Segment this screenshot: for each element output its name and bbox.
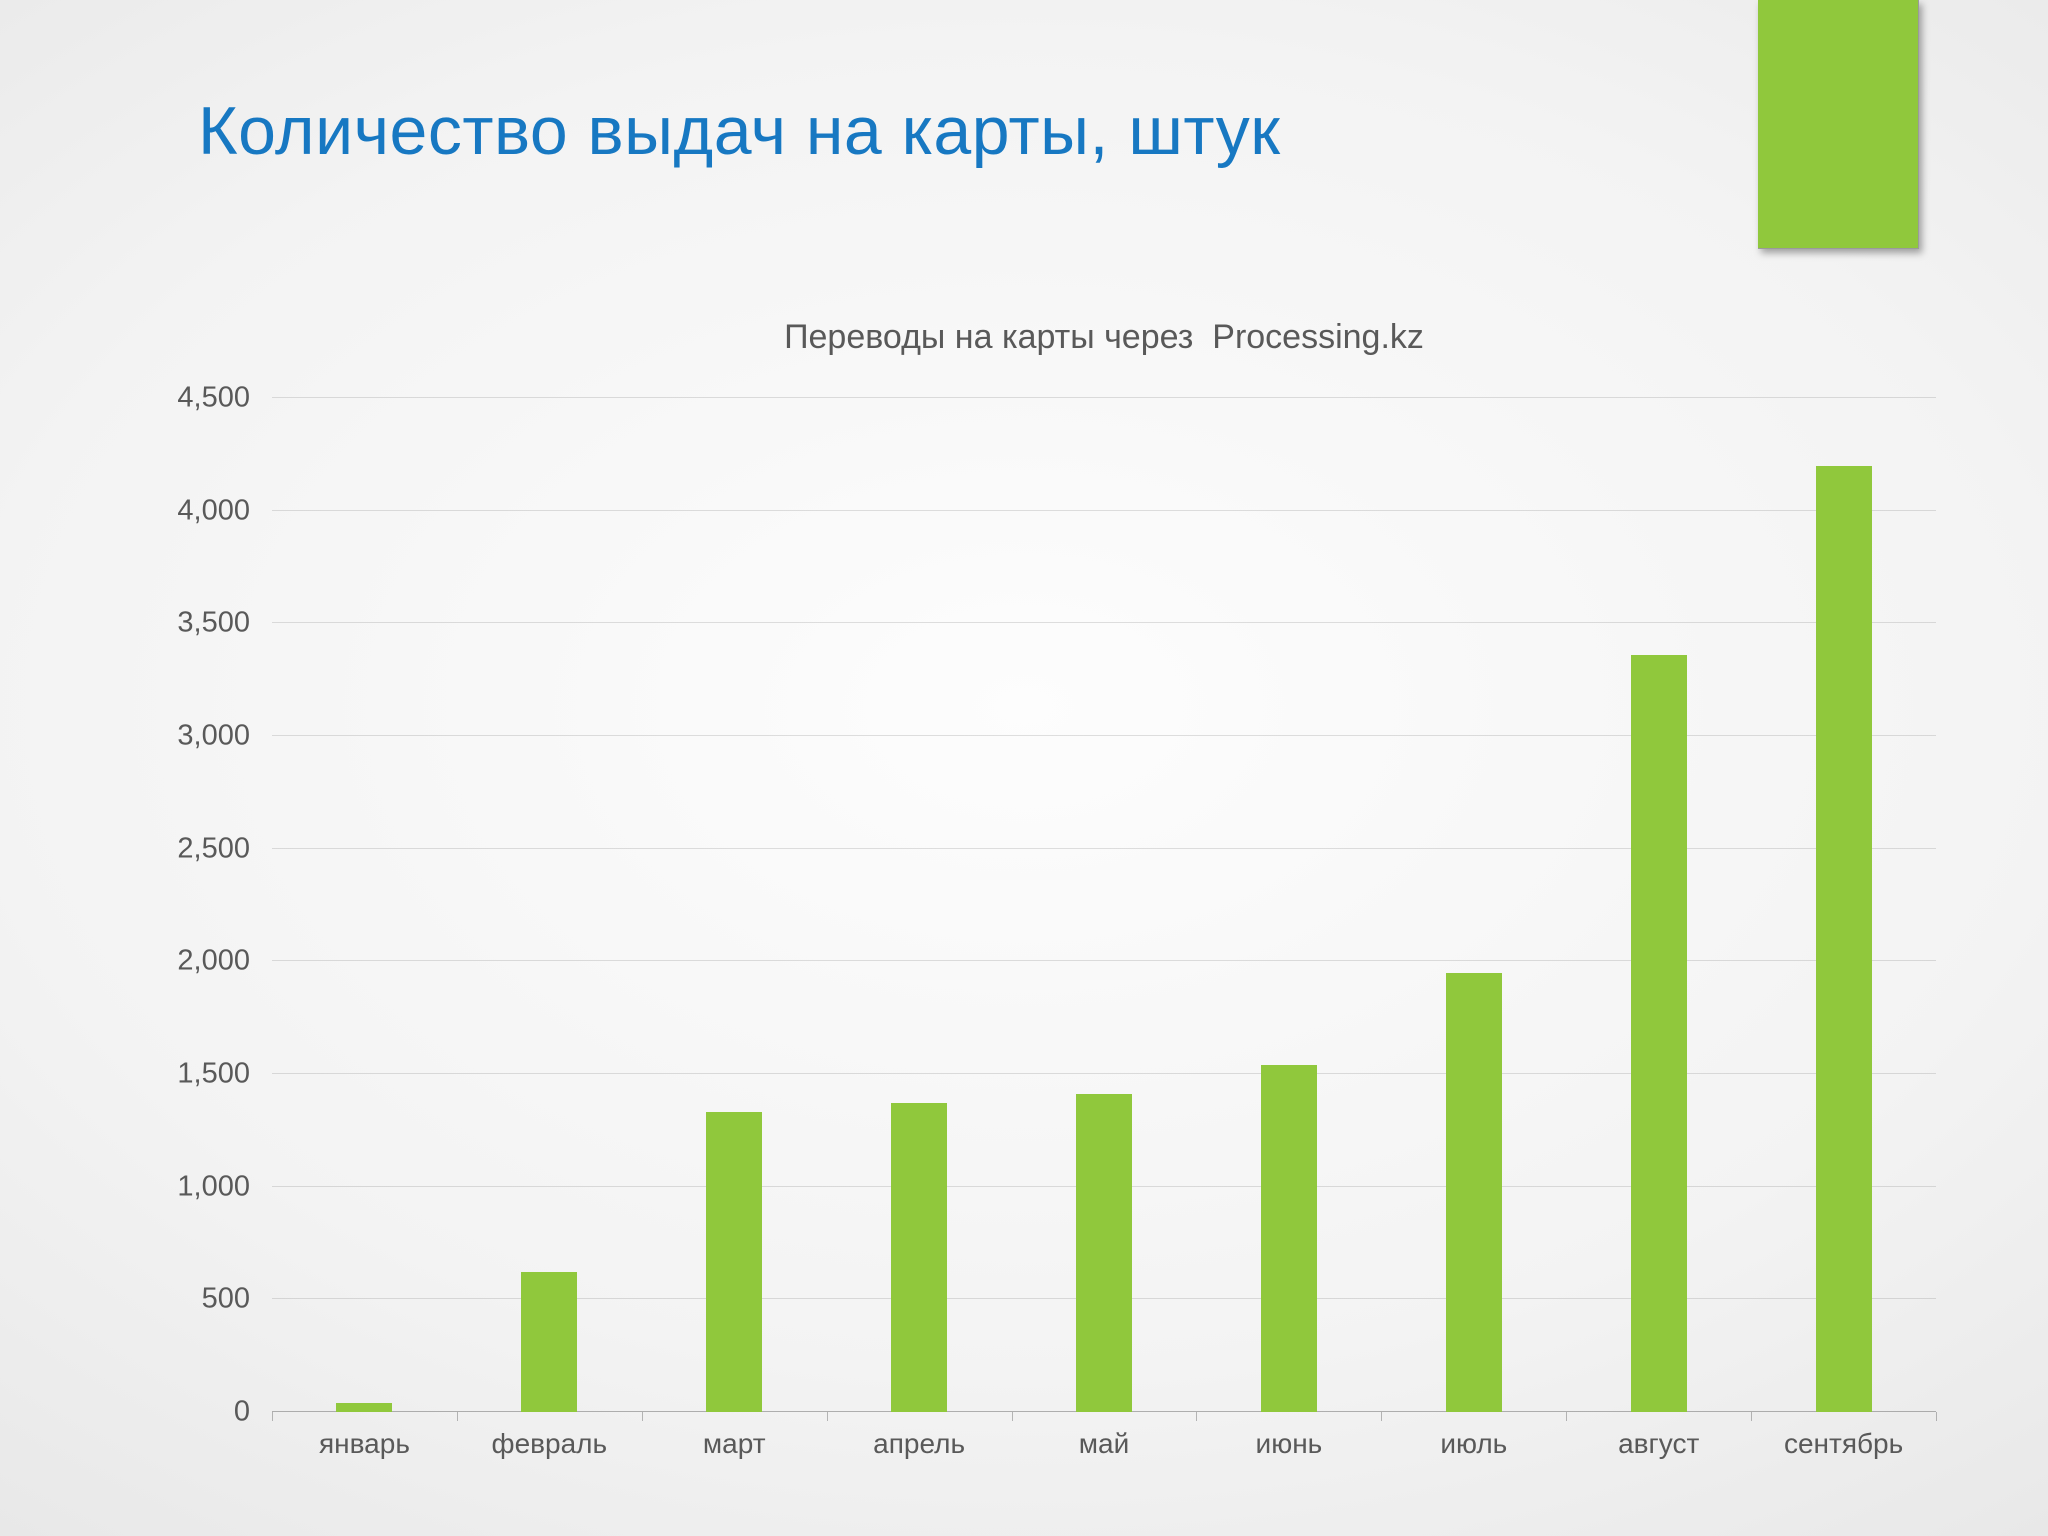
- axis-tick: [1566, 1412, 1568, 1421]
- corner-accent-rectangle: [1758, 0, 1919, 249]
- x-tick-label: апрель: [873, 1428, 966, 1459]
- bar-февраль: [521, 1272, 578, 1412]
- bar-май: [1076, 1094, 1132, 1412]
- axis-tick: [456, 1412, 458, 1421]
- plot-area: [272, 397, 1937, 1421]
- bar-slot: [272, 398, 457, 1412]
- y-tick-label: 4,500: [177, 381, 250, 414]
- gridline: [272, 509, 1936, 511]
- bar-slot: [1566, 398, 1751, 1412]
- x-tick-label: июль: [1440, 1428, 1508, 1459]
- axis-tick: [1011, 1412, 1013, 1421]
- bar-slot: [1196, 398, 1381, 1412]
- y-tick-label: 2,500: [177, 832, 250, 865]
- bar-slot: [1012, 398, 1197, 1412]
- bar-slot: [1751, 398, 1936, 1412]
- axis-tick: [272, 1412, 273, 1421]
- gridline: [272, 622, 1936, 624]
- bar-slot: [827, 398, 1012, 1412]
- bar-март: [706, 1112, 763, 1412]
- y-tick-label: 3,000: [177, 719, 250, 752]
- bar-апрель: [891, 1103, 948, 1412]
- x-tick-label: февраль: [491, 1428, 608, 1459]
- bar-август: [1630, 654, 1687, 1412]
- bar-slot: [457, 398, 642, 1412]
- gridline: [272, 397, 1936, 398]
- y-tick-label: 1,000: [177, 1170, 250, 1203]
- axis-tick: [1936, 1412, 1937, 1421]
- bar-slot: [642, 398, 827, 1412]
- y-tick-label: 0: [233, 1395, 250, 1428]
- x-axis: январь февраль март апрель май июнь июль август…: [272, 1428, 1936, 1460]
- x-tick-label: март: [702, 1428, 766, 1459]
- gridline: [272, 1073, 1936, 1074]
- axis-tick: [1751, 1412, 1753, 1421]
- bar-slot: [1381, 398, 1566, 1412]
- y-tick-label: 500: [201, 1282, 250, 1315]
- x-tick-label: август: [1618, 1428, 1700, 1459]
- x-tick-label: январь: [318, 1428, 410, 1459]
- axis-tick: [1381, 1412, 1383, 1421]
- gridline: [272, 847, 1936, 849]
- y-tick-label: 2,000: [177, 944, 250, 977]
- y-tick-label: 4,000: [177, 494, 250, 527]
- x-tick-label: июнь: [1255, 1428, 1323, 1459]
- x-tick-label: сентябрь: [1783, 1428, 1904, 1459]
- axis-tick: [1196, 1412, 1198, 1421]
- gridline: [272, 960, 1936, 962]
- bar-июль: [1445, 972, 1502, 1412]
- x-tick-label: май: [1078, 1428, 1130, 1459]
- bar-сентябрь: [1815, 465, 1872, 1412]
- bar-январь: [336, 1403, 393, 1412]
- y-tick-label: 3,500: [177, 606, 250, 639]
- axis-tick: [826, 1412, 828, 1421]
- bar-июнь: [1260, 1065, 1317, 1412]
- chart-title: Переводы на карты через Processing.kz: [784, 318, 1424, 356]
- y-axis: 0 500 1,000 1,500 2,000 2,500 3,000 3,500 4,000 4…: [0, 383, 250, 1426]
- slide-title: Количество выдач на карты, штук: [198, 93, 1281, 169]
- axis-tick: [641, 1412, 643, 1421]
- gridline: [272, 735, 1936, 736]
- bars: [272, 398, 1936, 1412]
- y-tick-label: 1,500: [177, 1057, 250, 1090]
